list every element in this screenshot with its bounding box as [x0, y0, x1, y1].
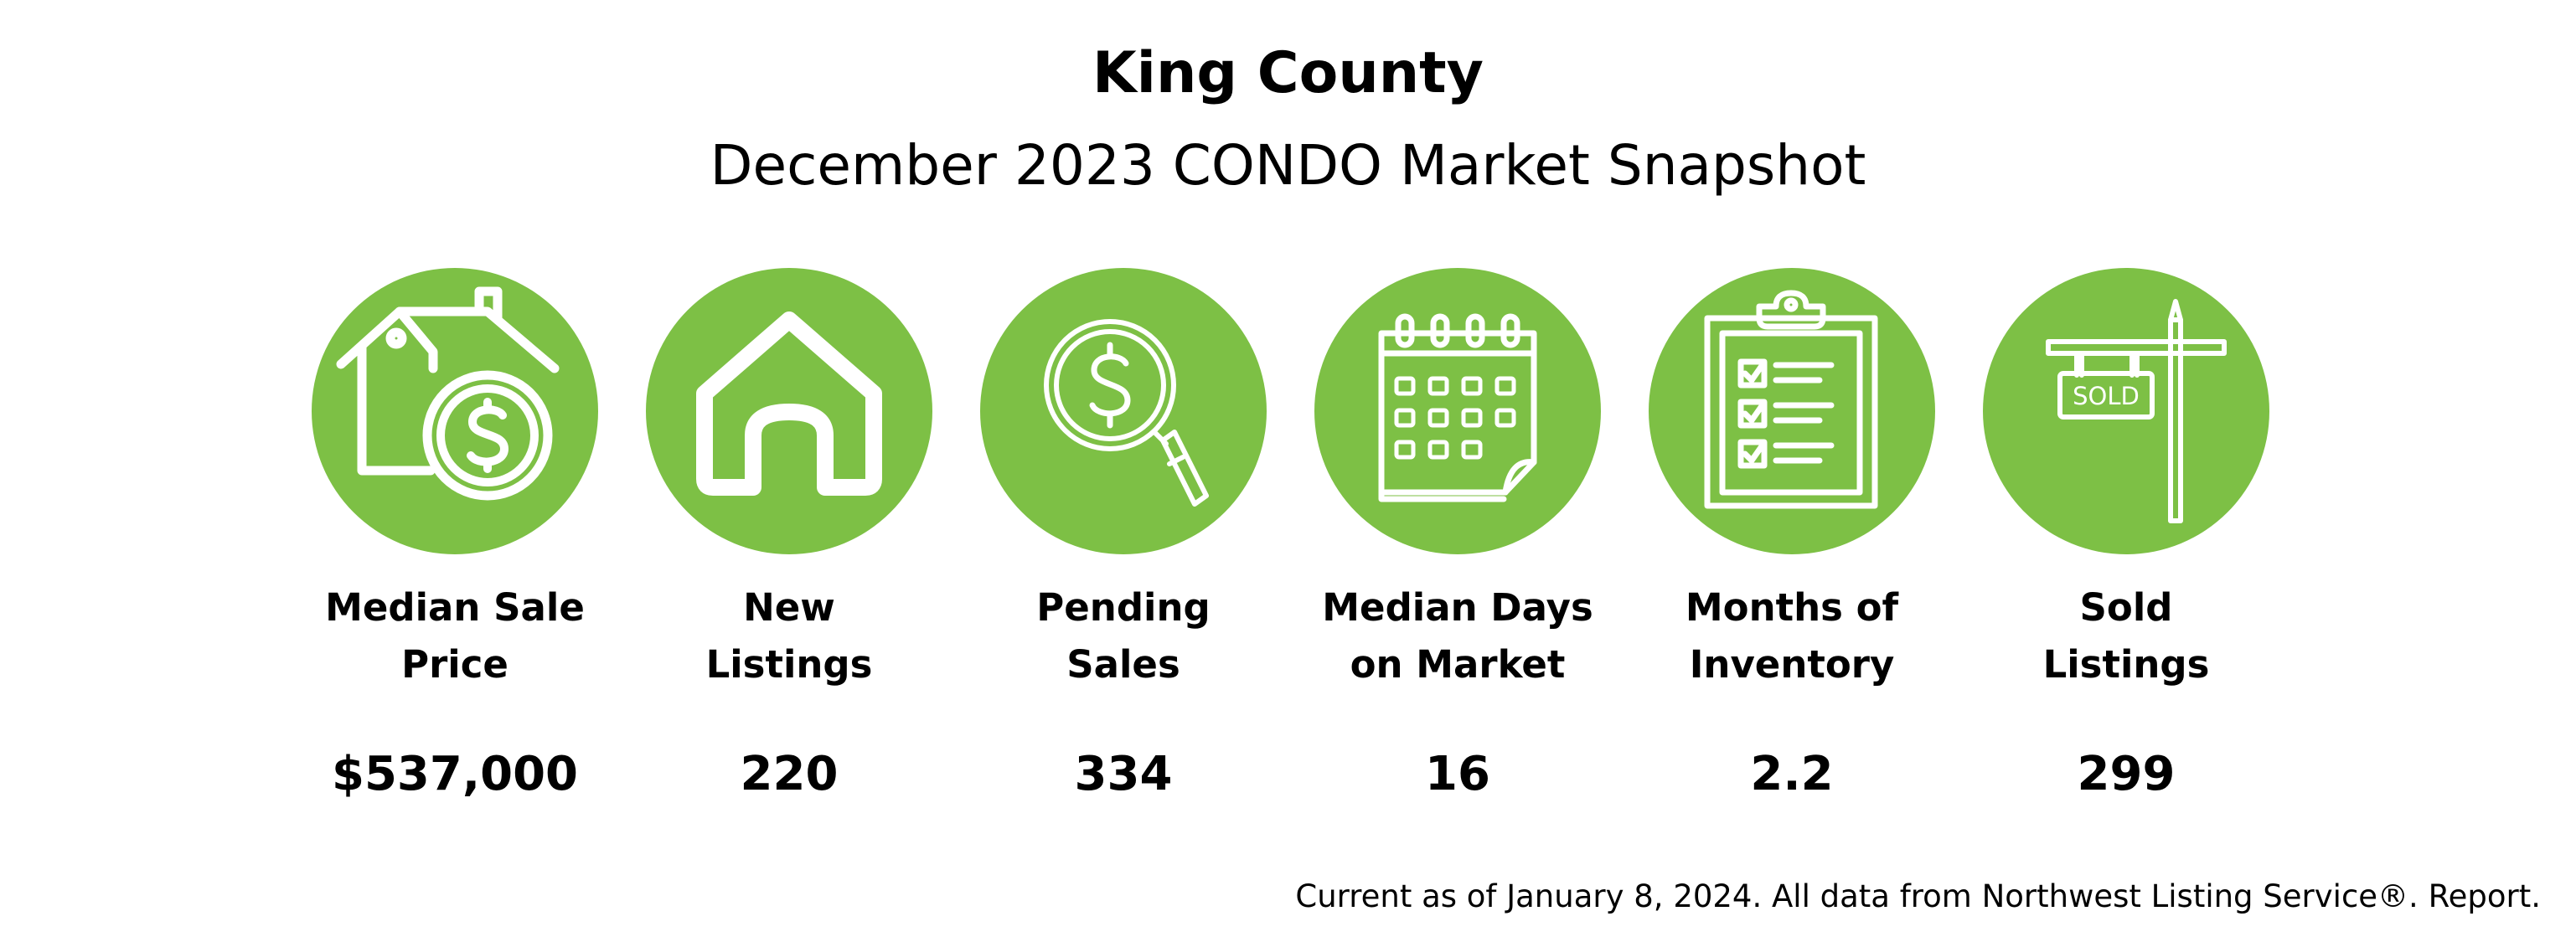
stat-label: Pending Sales	[1036, 585, 1211, 687]
stat-icon-circle: SOLD	[1983, 268, 2269, 554]
page-subtitle: December 2023 CONDO Market Snapshot	[710, 133, 1866, 198]
clipboard-checklist-icon	[1704, 290, 1878, 509]
house-dollar-icon	[336, 286, 560, 501]
stat-median-days-on-market: Median Days on Market 16	[1282, 268, 1634, 854]
stat-label: Months of Inventory	[1685, 585, 1899, 687]
stat-value: 220	[740, 747, 839, 801]
sold-sign-icon: SOLD	[2046, 299, 2227, 523]
stat-label: Median Days on Market	[1322, 585, 1593, 687]
stat-label: Median Sale Price	[325, 585, 585, 687]
calendar-icon	[1378, 313, 1537, 502]
stat-icon-circle	[980, 268, 1267, 554]
stat-new-listings: New Listings 220	[613, 268, 965, 854]
stat-label: New Listings	[705, 585, 873, 687]
stat-months-of-inventory: Months of Inventory 2.2	[1616, 268, 1968, 854]
stat-pending-sales: Pending Sales 334	[947, 268, 1299, 854]
stat-value: 2.2	[1750, 747, 1834, 801]
stat-value: 16	[1425, 747, 1490, 801]
stat-icon-circle	[646, 268, 932, 554]
sold-sign-text: SOLD	[2073, 382, 2140, 410]
stat-icon-circle	[1649, 268, 1935, 554]
house-icon	[696, 311, 882, 496]
magnifier-dollar-icon	[1044, 319, 1209, 507]
page-title: King County	[1092, 40, 1484, 106]
stat-value: $537,000	[331, 747, 579, 801]
stat-median-sale-price: Median Sale Price $537,000	[279, 268, 631, 854]
stat-sold-listings: SOLD Sold Listings 299	[1950, 268, 2302, 854]
stat-value: 299	[2077, 747, 2176, 801]
stat-value: 334	[1074, 747, 1173, 801]
stat-icon-circle	[312, 268, 598, 554]
stat-icon-circle	[1314, 268, 1601, 554]
footer-note: Current as of January 8, 2024. All data …	[1295, 878, 2541, 914]
stat-label: Sold Listings	[2042, 585, 2210, 687]
